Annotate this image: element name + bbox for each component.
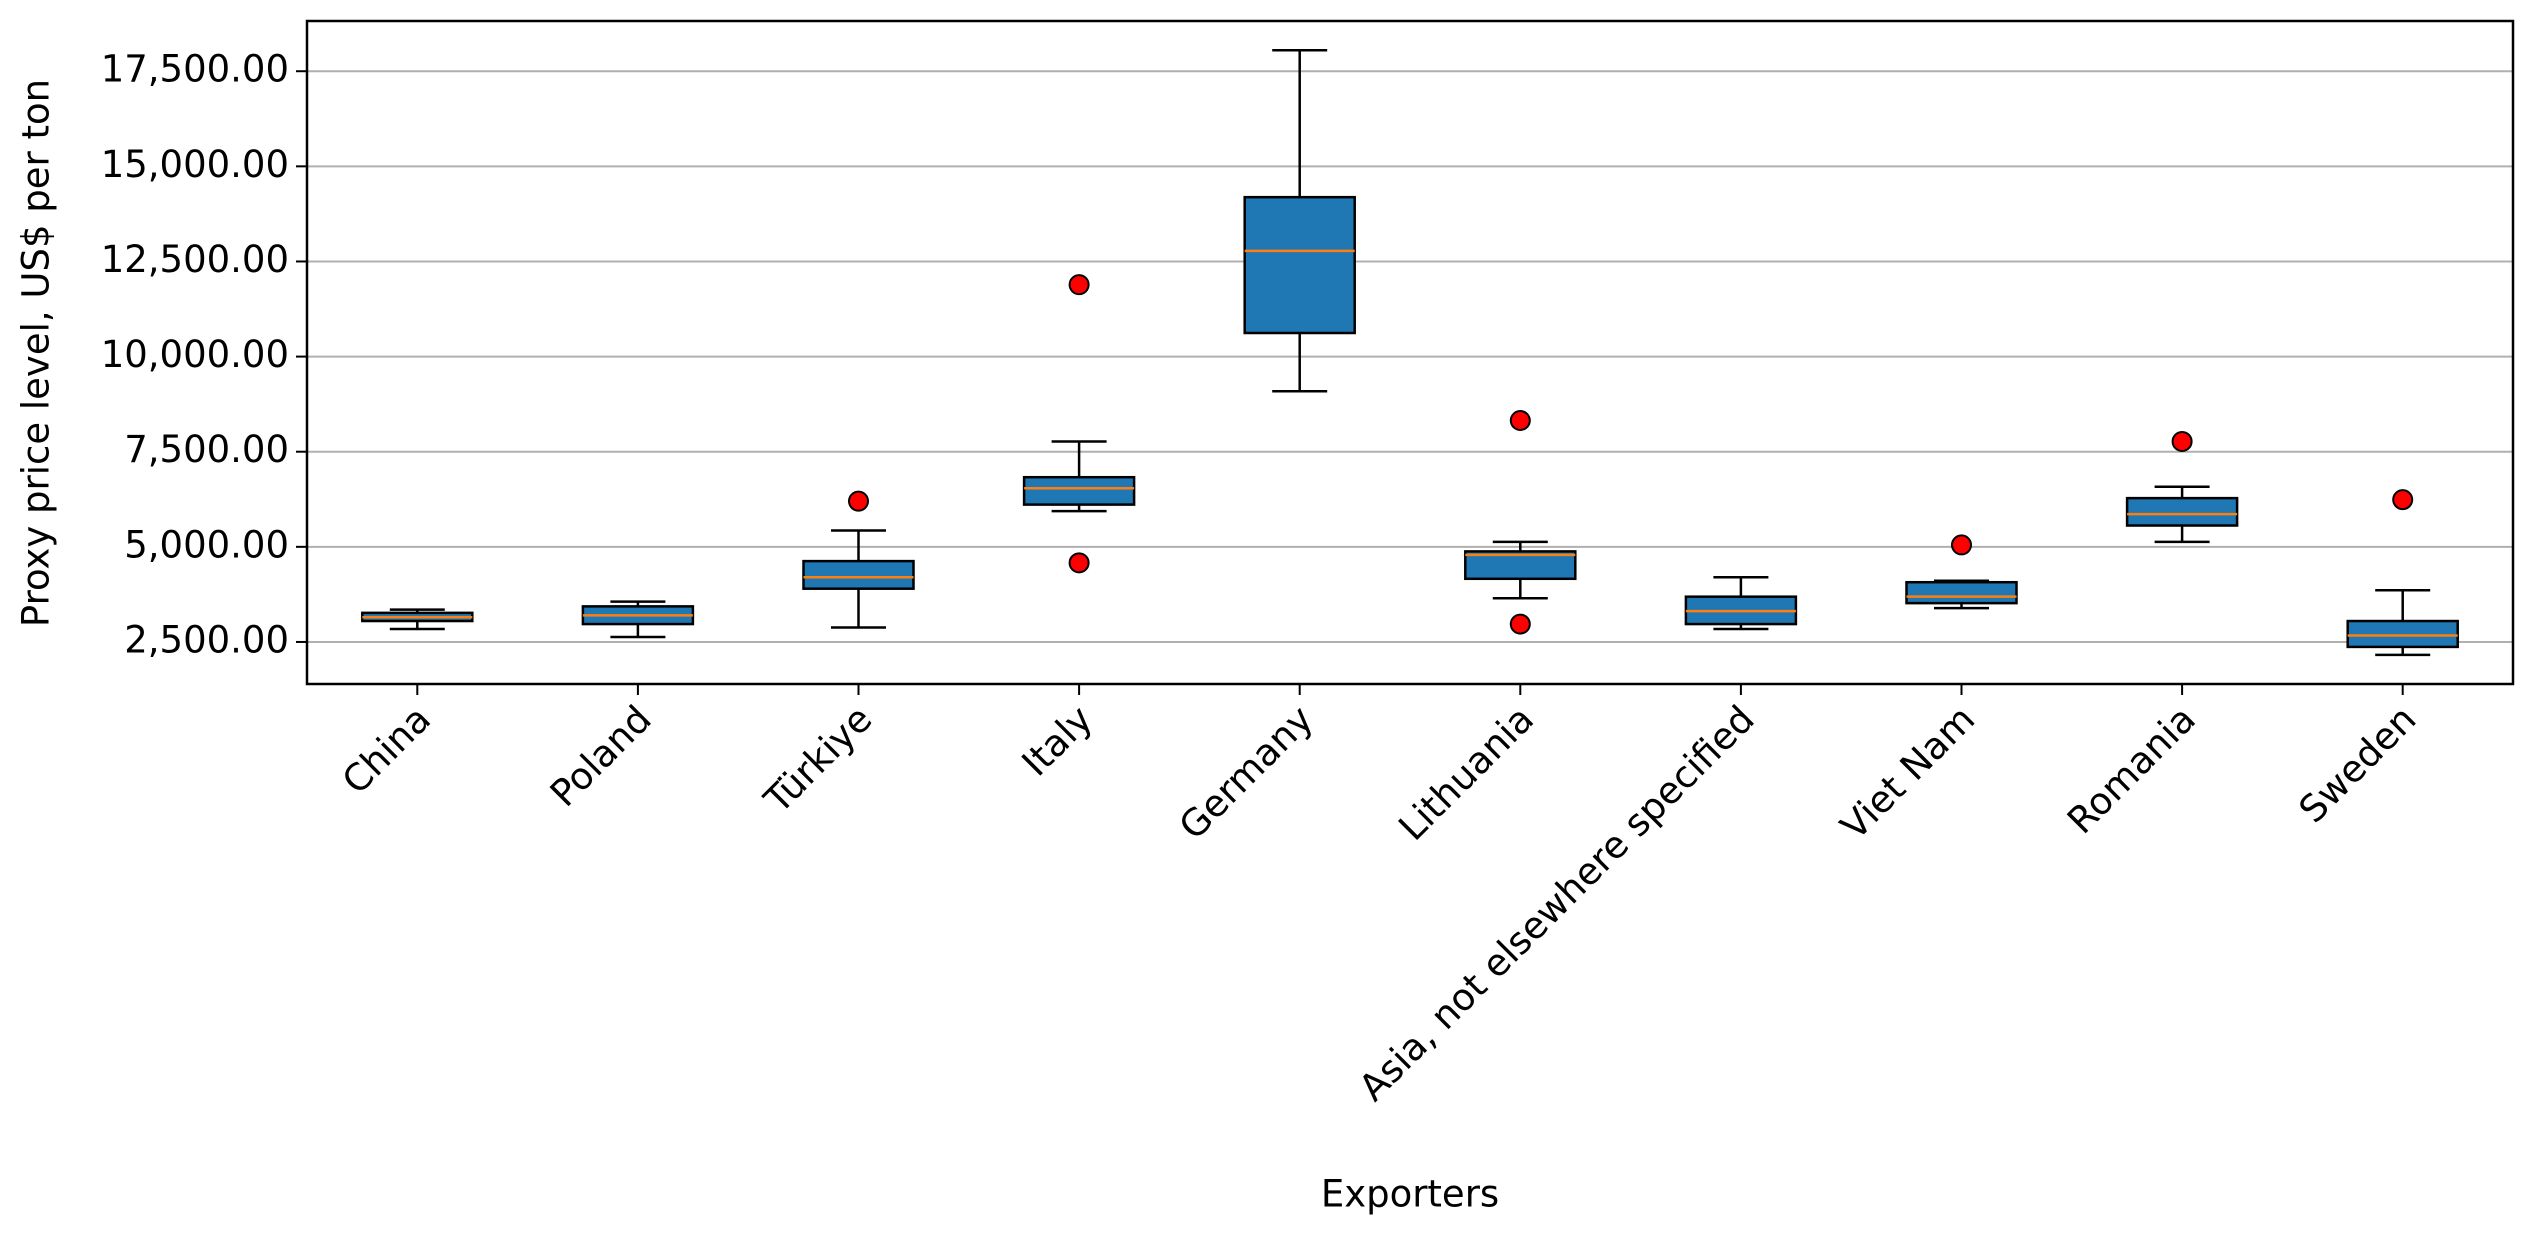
x-tick-label: Poland: [542, 697, 660, 815]
box: [1022, 475, 1136, 506]
box: [2125, 496, 2239, 527]
y-tick-label: 10,000.00: [101, 333, 289, 376]
x-tick-label: Germany: [1171, 697, 1322, 848]
x-tick-label: Italy: [1014, 697, 1101, 784]
x-tick-label: Sweden: [2291, 697, 2425, 831]
box: [1243, 195, 1356, 335]
outlier: [848, 490, 869, 512]
y-tick-label: 2,500.00: [124, 618, 289, 661]
y-tick-label: 5,000.00: [124, 523, 289, 566]
outlier: [2392, 489, 2414, 511]
outlier: [1509, 410, 1531, 432]
x-tick-label: Türkiye: [755, 697, 880, 822]
y-axis-label: Proxy price level, US$ per ton: [15, 79, 58, 627]
x-axis-label: Exporters: [1321, 1173, 1499, 1216]
x-tick-label: Romania: [2059, 697, 2204, 842]
x-tick-label: Viet Nam: [1833, 697, 1984, 848]
outlier: [2171, 430, 2193, 452]
x-tick-label: Asia, not elsewhere specified: [1351, 697, 1763, 1109]
plot-frame: [305, 19, 2515, 686]
box: [2346, 619, 2459, 649]
y-tick-label: 15,000.00: [101, 143, 289, 186]
y-tick-label: 17,500.00: [101, 48, 289, 91]
y-tick-label: 12,500.00: [101, 238, 289, 281]
outlier: [1951, 534, 1972, 556]
box: [802, 559, 915, 590]
x-tick-label: China: [334, 697, 439, 802]
x-tick-label: Lithuania: [1390, 697, 1542, 849]
box: [1905, 580, 2018, 605]
outlier: [1068, 552, 1090, 574]
y-tick-label: 7,500.00: [124, 428, 289, 471]
outlier: [1068, 274, 1090, 296]
outlier: [1509, 613, 1531, 635]
